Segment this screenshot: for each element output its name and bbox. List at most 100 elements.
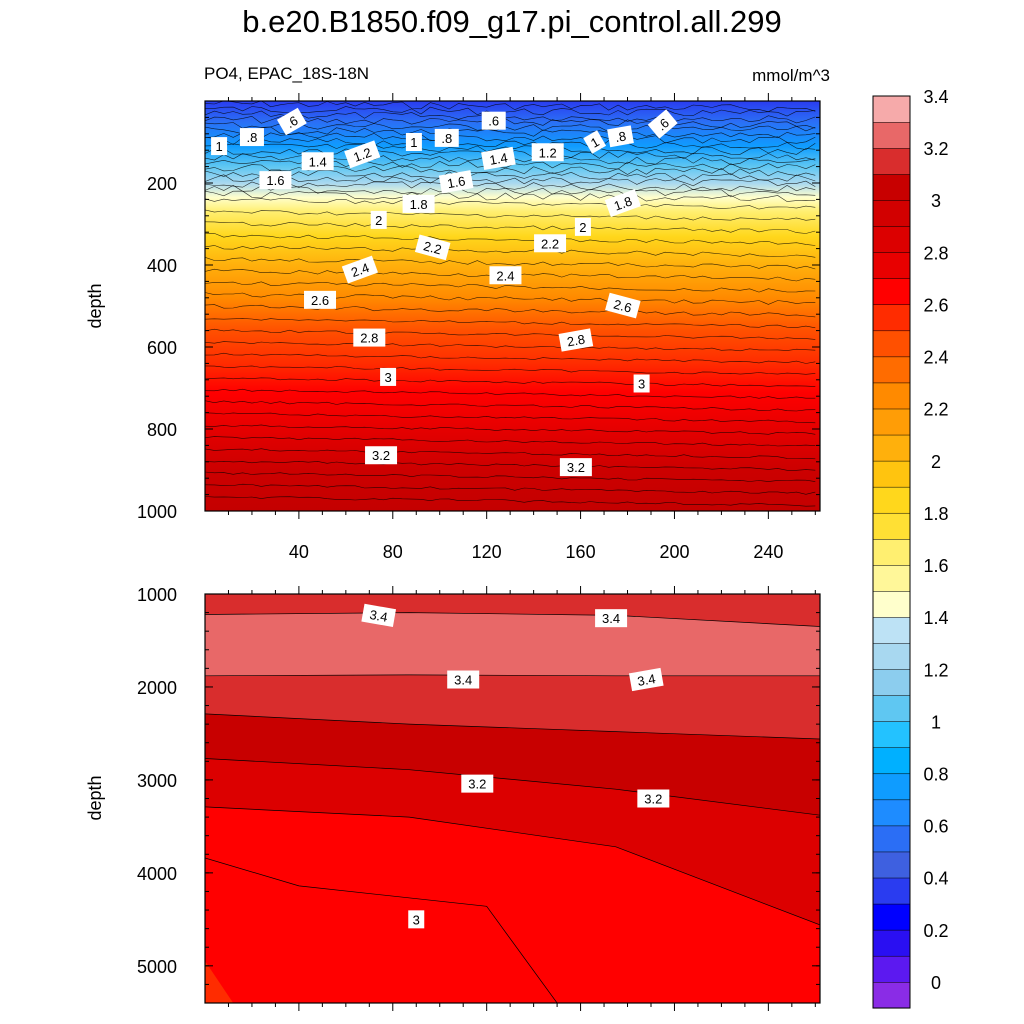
contour-label: 1.8 — [402, 194, 435, 213]
colorbar-label: 3 — [931, 191, 941, 211]
contour-label-text: 3.2 — [567, 460, 585, 475]
contour-label: 3.4 — [595, 609, 628, 628]
colorbar-swatch — [872, 981, 911, 1009]
contour-label: 3 — [408, 910, 425, 929]
contour-label-text: 1 — [410, 135, 417, 150]
contour-line — [205, 136, 816, 150]
contour-label-box — [361, 603, 397, 628]
contour-label-box — [341, 255, 379, 284]
colorbar-label: 1.4 — [923, 608, 948, 628]
colorbar-swatch — [872, 955, 911, 983]
contour-label-text: 2.4 — [496, 268, 514, 283]
lower-contour-bands — [205, 594, 820, 1003]
contour-label-box — [438, 170, 474, 194]
contour-line — [205, 377, 816, 387]
contour-label-box — [489, 266, 522, 285]
colorbar-swatch — [872, 695, 911, 722]
contour-line — [205, 400, 816, 412]
contour-label-box — [481, 111, 506, 130]
contour-label: 1.8 — [604, 189, 641, 218]
contour-line — [205, 460, 816, 471]
colorbar-swatch — [872, 564, 911, 592]
contour-label-text: 3.4 — [368, 607, 388, 625]
contour-line — [205, 245, 816, 258]
colorbar-label: 1.6 — [923, 556, 948, 576]
contour-line — [205, 328, 816, 340]
contour-line — [205, 132, 816, 144]
contour-label: .8 — [239, 128, 264, 147]
contour-label: 2.2 — [534, 234, 567, 253]
lower-depth-panel: 3.4 3.4 3.4 3.4 3.2 3.2 3 1000 2000 3000 4000 5000… — [85, 585, 821, 1011]
contour-line — [205, 232, 816, 246]
contour-label-text: 2 — [375, 213, 382, 228]
colorbar-swatch — [872, 252, 911, 279]
x-tick-label: 160 — [566, 542, 596, 562]
contour-line — [205, 281, 816, 293]
x-tick-label: 240 — [753, 542, 783, 562]
colorbar-label: 0.4 — [923, 869, 948, 889]
x-tick-label: 200 — [659, 542, 689, 562]
contour-label-box — [534, 234, 567, 253]
contour-label-text: 2.8 — [566, 332, 586, 350]
contour-label-box — [583, 130, 607, 154]
contour-line — [205, 341, 816, 352]
contour-label-box — [633, 374, 650, 393]
contour-line — [205, 713, 820, 740]
y-axis-label: depth — [85, 775, 105, 820]
contour-label: 1.6 — [259, 171, 292, 190]
contour-label-text: 3.4 — [454, 673, 472, 688]
colorbar-label: 2.4 — [923, 348, 948, 368]
colorbar-swatch — [872, 799, 911, 827]
contour-label-text: 2.8 — [360, 331, 378, 346]
colorbar-labels: 3.4 3.2 3 2.8 2.6 2.4 2.2 2 1.8 1.6 1.4 1.2 1 0.8 0.6 0… — [923, 87, 948, 993]
contour-line — [205, 857, 558, 1003]
contour-label-box — [365, 446, 398, 465]
contour-label-box — [353, 328, 386, 347]
lower-axes: 1000 2000 3000 4000 5000 depth — [85, 585, 820, 1011]
colorbar-swatch — [872, 825, 911, 853]
y-tick-label: 1000 — [137, 502, 177, 522]
colorbar-swatch — [872, 226, 911, 253]
contour-label: 1.4 — [481, 146, 516, 171]
contour-label: 1 — [583, 130, 607, 154]
contour-label: 1 — [405, 133, 422, 151]
colorbar-swatch — [872, 199, 911, 227]
contour-label-box — [574, 217, 591, 236]
contour-label-text: 2 — [579, 220, 586, 235]
x-tick-label: 40 — [289, 542, 309, 562]
colorbar-swatch — [872, 434, 911, 462]
contour-label: 2 — [574, 217, 591, 236]
contour-label-box — [211, 137, 228, 156]
contour-band — [205, 806, 820, 1003]
colorbar-swatch — [872, 669, 911, 696]
contour-label-text: 1.6 — [446, 173, 466, 191]
contour-line — [205, 174, 816, 187]
contour-line — [205, 471, 816, 482]
colorbar-swatch — [872, 538, 911, 566]
contour-label-text: 1.8 — [410, 197, 428, 212]
contour-label-text: 2.6 — [612, 296, 633, 315]
contour-label-text: .8 — [247, 130, 258, 145]
contour-line — [205, 221, 816, 234]
colorbar-swatch — [872, 851, 911, 879]
contour-label-box — [647, 109, 678, 139]
contour-label-text: 1.2 — [351, 145, 373, 165]
contour-label-box — [239, 128, 264, 147]
contour-label-text: 1.2 — [539, 145, 557, 160]
contour-label-box — [259, 171, 292, 190]
contour-line — [205, 190, 816, 202]
colorbar-label: 0.8 — [923, 764, 948, 784]
colorbar-swatch — [872, 877, 911, 905]
colorbar-swatch — [872, 460, 911, 488]
contour-label-box — [605, 292, 641, 319]
colorbar-swatch — [872, 173, 911, 201]
contour-line — [205, 169, 816, 182]
contour-label-text: 3.4 — [636, 671, 656, 689]
upper-axes: 200 400 600 800 1000 40 80 120 160 200 240 depth — [85, 93, 820, 562]
colorbar-swatch — [872, 486, 911, 514]
contour-label-box — [607, 125, 634, 148]
contour-label: 2.6 — [304, 290, 337, 309]
contour-line — [205, 758, 820, 816]
contour-line — [205, 257, 816, 270]
contour-line — [205, 318, 816, 329]
